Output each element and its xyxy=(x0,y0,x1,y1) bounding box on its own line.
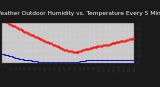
Title: Milwaukee Weather Outdoor Humidity vs. Temperature Every 5 Minutes: Milwaukee Weather Outdoor Humidity vs. T… xyxy=(0,11,160,16)
